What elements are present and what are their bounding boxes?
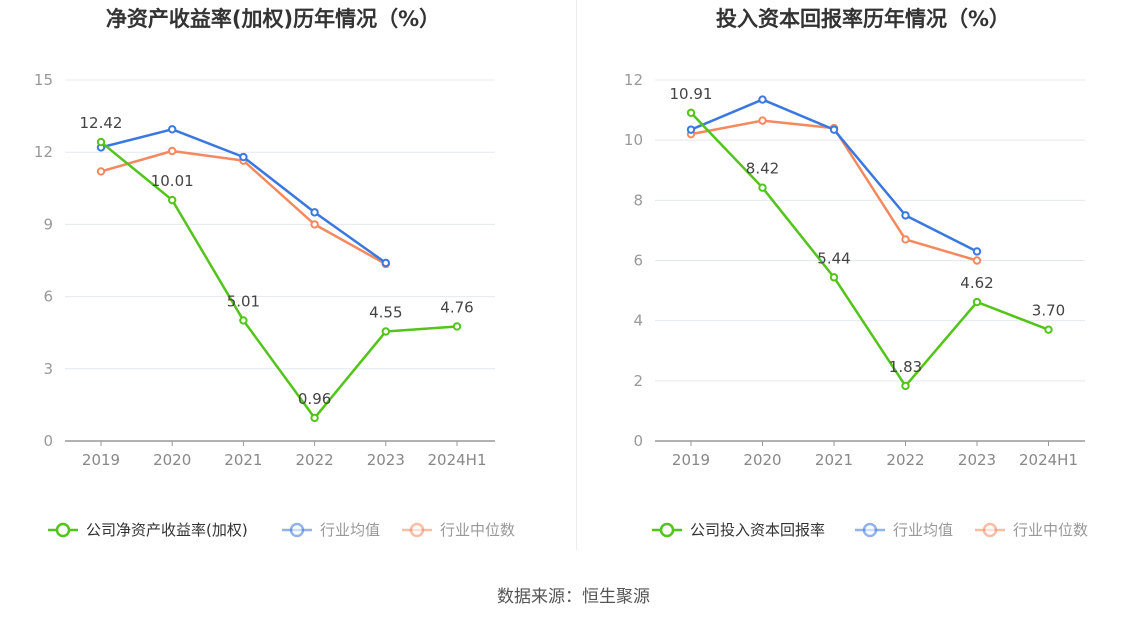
chart-title: 投入资本回报率历年情况（%）	[716, 7, 1010, 31]
chart-panel-1: 净资产收益率(加权)历年情况（%） 0 3 6 9 12 15 2019 2020 2021 202…	[34, 7, 515, 539]
data-point	[1044, 325, 1053, 334]
data-point	[168, 195, 177, 205]
legend-marker	[289, 522, 305, 538]
series-line-1	[100, 141, 458, 420]
data-point	[972, 297, 982, 307]
data-point	[96, 137, 106, 147]
data-point	[96, 167, 106, 176]
chart-panel-2: 投入资本回报率历年情况（%） 0 2 4 6 8 10 12 2019 2020 2021 2022 2…	[624, 7, 1088, 539]
data-point	[972, 256, 982, 265]
y-tick-label: 0	[633, 432, 643, 450]
data-point	[310, 413, 319, 423]
x-tick-label: 2021	[815, 451, 853, 469]
x-tick-label: 2019	[672, 451, 710, 469]
y-tick-label: 10	[624, 131, 643, 149]
data-point	[901, 381, 910, 391]
x-tick-label: 2020	[153, 451, 191, 469]
x-tick-label: 2023	[367, 451, 405, 469]
data-source-text: 数据来源：恒生聚源	[497, 587, 650, 607]
x-tick-label: 2023	[958, 451, 996, 469]
legend-marker	[862, 522, 878, 538]
x-tick-label: 2021	[224, 451, 262, 469]
data-point	[452, 322, 462, 331]
y-tick-label: 12	[34, 143, 53, 161]
data-label: 4.55	[369, 303, 402, 321]
data-point	[686, 108, 696, 117]
data-point	[168, 146, 177, 156]
data-point	[901, 235, 910, 244]
legend-label: 行业中位数	[440, 521, 515, 539]
data-label: 0.96	[298, 390, 331, 408]
x-tick-label: 2024H1	[1019, 451, 1078, 469]
data-point	[381, 327, 390, 336]
legend-label: 行业均值	[320, 521, 380, 539]
data-label: 3.70	[1032, 302, 1065, 320]
legend-label: 行业均值	[893, 521, 953, 539]
data-point	[168, 125, 177, 134]
y-tick-label: 6	[633, 252, 643, 270]
data-point	[239, 316, 248, 325]
series-line-3	[100, 149, 387, 266]
x-tick-label: 2020	[743, 451, 781, 469]
y-tick-label: 2	[633, 372, 643, 390]
x-tick-label: 2019	[82, 451, 120, 469]
y-tick-label: 4	[633, 312, 643, 330]
legend-label: 公司净资产收益率(加权)	[86, 521, 248, 539]
x-tick-label: 2022	[886, 451, 924, 469]
data-point	[310, 220, 319, 229]
chart-title: 净资产收益率(加权)历年情况（%）	[106, 7, 440, 31]
data-point	[686, 125, 696, 134]
series-line-3	[690, 119, 978, 262]
legend-marker	[55, 522, 71, 538]
data-label: 4.76	[440, 298, 473, 316]
legend-marker	[982, 522, 998, 538]
data-label: 4.62	[960, 274, 993, 292]
data-label: 12.42	[80, 114, 123, 132]
data-label: 8.42	[746, 160, 779, 178]
data-label: 10.01	[151, 172, 194, 190]
y-tick-label: 6	[43, 288, 53, 306]
data-label: 5.01	[227, 292, 260, 310]
data-point	[972, 247, 982, 256]
y-tick-label: 15	[34, 71, 53, 89]
series-line-2	[100, 128, 387, 264]
data-point	[239, 152, 248, 162]
legend-marker	[659, 522, 675, 538]
legend-label: 公司投入资本回报率	[690, 521, 825, 539]
x-tick-label: 2022	[296, 451, 334, 469]
data-point	[310, 208, 319, 217]
panel-divider	[576, 0, 577, 550]
data-point	[758, 183, 767, 192]
y-tick-label: 8	[633, 191, 643, 209]
series-line-2	[690, 98, 978, 253]
data-point	[758, 95, 767, 104]
data-point	[829, 125, 839, 134]
y-tick-label: 0	[43, 432, 53, 450]
y-tick-label: 12	[624, 71, 643, 89]
data-label: 10.91	[670, 85, 713, 103]
x-tick-label: 2024H1	[428, 451, 487, 469]
legend-marker	[409, 522, 425, 538]
data-point	[758, 116, 767, 125]
y-tick-label: 9	[43, 215, 53, 233]
data-label: 5.44	[817, 249, 850, 267]
y-tick-label: 3	[43, 360, 53, 378]
data-label: 1.83	[889, 358, 922, 376]
data-point	[381, 258, 390, 268]
legend-label: 行业中位数	[1013, 521, 1088, 539]
data-point	[829, 273, 839, 282]
data-point	[901, 211, 910, 220]
series-line-1	[690, 111, 1049, 388]
